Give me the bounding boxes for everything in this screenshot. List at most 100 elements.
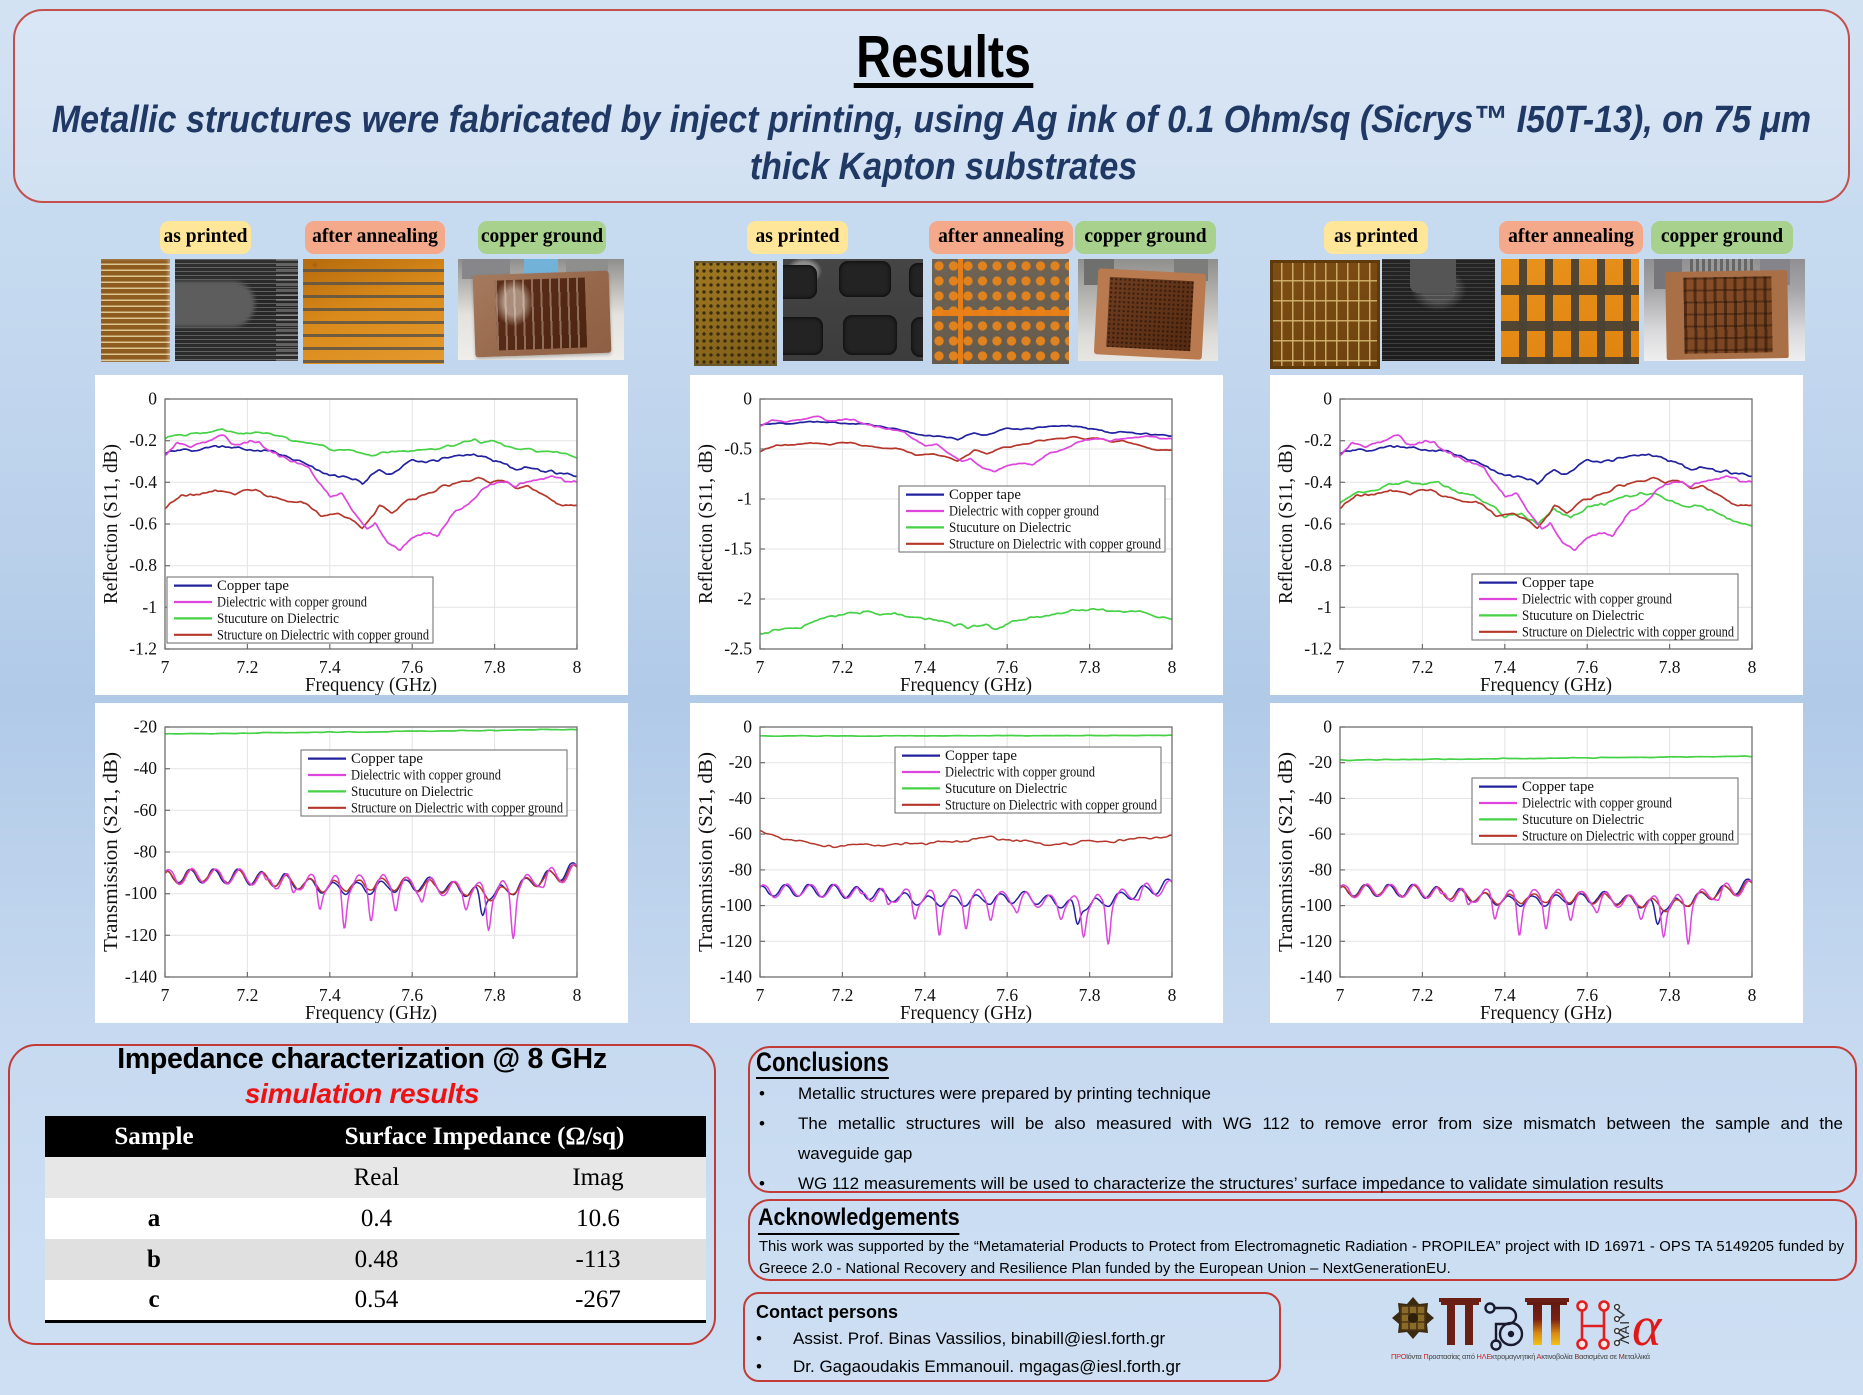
svg-text:-60: -60 xyxy=(1309,824,1333,844)
svg-text:Transmission (S21, dB): Transmission (S21, dB) xyxy=(695,752,717,952)
svg-text:Copper tape: Copper tape xyxy=(351,751,423,767)
svg-text:-120: -120 xyxy=(720,931,752,951)
svg-text:7.8: 7.8 xyxy=(1659,657,1681,677)
svg-text:-80: -80 xyxy=(1309,859,1333,879)
svg-text:7.8: 7.8 xyxy=(1659,985,1681,1005)
svg-text:7.4: 7.4 xyxy=(319,985,341,1005)
svg-text:7: 7 xyxy=(161,985,170,1005)
svg-text:-140: -140 xyxy=(125,967,157,987)
svg-text:Dielectric with copper ground: Dielectric with copper ground xyxy=(1522,796,1673,812)
svg-text:7.2: 7.2 xyxy=(236,985,258,1005)
svg-text:-0.6: -0.6 xyxy=(129,514,157,534)
svg-text:-2: -2 xyxy=(737,589,752,609)
svg-text:Frequency (GHz): Frequency (GHz) xyxy=(305,674,437,695)
svg-text:Dielectric with copper ground: Dielectric with copper ground xyxy=(1522,592,1673,608)
svg-text:-140: -140 xyxy=(1300,967,1332,987)
svg-text:Dielectric with copper ground: Dielectric with copper ground xyxy=(351,768,502,784)
svg-text:7.8: 7.8 xyxy=(484,657,506,677)
svg-text:-1: -1 xyxy=(737,489,752,509)
svg-text:0: 0 xyxy=(148,389,157,409)
svg-text:Copper tape: Copper tape xyxy=(945,748,1017,764)
svg-text:7.4: 7.4 xyxy=(319,657,341,677)
svg-text:7: 7 xyxy=(756,657,765,677)
svg-text:Dielectric with copper ground: Dielectric with copper ground xyxy=(217,595,368,611)
svg-text:Reflection (S11, dB): Reflection (S11, dB) xyxy=(695,444,717,604)
svg-text:-1.5: -1.5 xyxy=(724,539,752,559)
svg-text:Reflection (S11, dB): Reflection (S11, dB) xyxy=(1275,444,1297,604)
svg-text:-1: -1 xyxy=(142,597,157,617)
svg-text:Stucuture on Dielectric: Stucuture on Dielectric xyxy=(1522,812,1644,828)
svg-text:8: 8 xyxy=(1748,985,1757,1005)
svg-text:Dielectric with copper ground: Dielectric with copper ground xyxy=(945,765,1096,781)
svg-text:-0.8: -0.8 xyxy=(129,555,157,575)
svg-text:Stucuture on Dielectric: Stucuture on Dielectric xyxy=(217,611,339,627)
svg-text:Structure on Dielectric with c: Structure on Dielectric with copper grou… xyxy=(945,797,1158,813)
svg-text:-100: -100 xyxy=(125,883,157,903)
svg-text:-0.2: -0.2 xyxy=(1304,430,1332,450)
svg-text:Stucuture on Dielectric: Stucuture on Dielectric xyxy=(1522,608,1644,624)
svg-text:Frequency (GHz): Frequency (GHz) xyxy=(1480,1002,1612,1023)
svg-text:7.8: 7.8 xyxy=(1079,985,1101,1005)
svg-text:7.6: 7.6 xyxy=(996,657,1018,677)
svg-text:-1.2: -1.2 xyxy=(129,639,157,659)
svg-text:-40: -40 xyxy=(1309,788,1333,808)
svg-text:α: α xyxy=(1632,1296,1663,1358)
svg-text:Reflection (S11, dB): Reflection (S11, dB) xyxy=(100,444,122,604)
svg-text:-120: -120 xyxy=(125,925,157,945)
svg-text:-100: -100 xyxy=(1300,895,1332,915)
svg-text:0: 0 xyxy=(743,717,752,737)
svg-text:ΛΑΙ: ΛΑΙ xyxy=(1617,1320,1632,1344)
svg-text:7: 7 xyxy=(1336,985,1345,1005)
svg-text:-0.4: -0.4 xyxy=(1304,472,1332,492)
svg-text:Structure on Dielectric with c: Structure on Dielectric with copper grou… xyxy=(351,800,564,816)
svg-text:Stucuture on Dielectric: Stucuture on Dielectric xyxy=(945,781,1067,797)
svg-text:-40: -40 xyxy=(134,758,158,778)
svg-text:Copper tape: Copper tape xyxy=(949,487,1021,503)
svg-text:Copper tape: Copper tape xyxy=(1522,779,1594,795)
svg-text:-120: -120 xyxy=(1300,931,1332,951)
svg-text:Transmission (S21, dB): Transmission (S21, dB) xyxy=(1275,752,1297,952)
svg-text:Frequency (GHz): Frequency (GHz) xyxy=(900,674,1032,695)
svg-text:-40: -40 xyxy=(729,788,753,808)
svg-text:7.4: 7.4 xyxy=(1494,657,1516,677)
svg-text:Copper tape: Copper tape xyxy=(1522,575,1594,591)
svg-text:8: 8 xyxy=(1168,985,1177,1005)
svg-text:7.6: 7.6 xyxy=(1576,985,1598,1005)
svg-text:Structure on Dielectric with c: Structure on Dielectric with copper grou… xyxy=(1522,624,1735,640)
svg-text:7.6: 7.6 xyxy=(401,657,423,677)
svg-text:Frequency (GHz): Frequency (GHz) xyxy=(900,1002,1032,1023)
svg-text:7.2: 7.2 xyxy=(831,657,853,677)
svg-text:-140: -140 xyxy=(720,967,752,987)
svg-text:7.2: 7.2 xyxy=(236,657,258,677)
svg-text:-0.4: -0.4 xyxy=(129,472,157,492)
svg-text:7.2: 7.2 xyxy=(831,985,853,1005)
svg-text:-100: -100 xyxy=(720,895,752,915)
svg-text:7.2: 7.2 xyxy=(1411,985,1433,1005)
svg-text:7.6: 7.6 xyxy=(401,985,423,1005)
svg-text:Copper tape: Copper tape xyxy=(217,578,289,594)
svg-text:7: 7 xyxy=(1336,657,1345,677)
svg-text:-20: -20 xyxy=(729,752,753,772)
svg-text:7.8: 7.8 xyxy=(484,985,506,1005)
svg-text:8: 8 xyxy=(1168,657,1177,677)
svg-text:Stucuture on Dielectric: Stucuture on Dielectric xyxy=(949,520,1071,536)
svg-text:8: 8 xyxy=(573,657,582,677)
svg-text:0: 0 xyxy=(1323,389,1332,409)
svg-text:-1.2: -1.2 xyxy=(1304,639,1332,659)
svg-text:-80: -80 xyxy=(729,859,753,879)
svg-text:-0.2: -0.2 xyxy=(129,430,157,450)
svg-text:Structure on Dielectric with c: Structure on Dielectric with copper grou… xyxy=(1522,828,1735,844)
svg-text:Structure on Dielectric with c: Structure on Dielectric with copper grou… xyxy=(217,627,430,643)
svg-text:8: 8 xyxy=(573,985,582,1005)
svg-text:7.8: 7.8 xyxy=(1079,657,1101,677)
svg-text:-0.5: -0.5 xyxy=(724,439,752,459)
svg-text:-20: -20 xyxy=(1309,752,1333,772)
svg-text:-2.5: -2.5 xyxy=(724,639,752,659)
svg-text:Frequency (GHz): Frequency (GHz) xyxy=(305,1002,437,1023)
svg-text:7.4: 7.4 xyxy=(1494,985,1516,1005)
svg-text:-60: -60 xyxy=(134,800,158,820)
svg-text:7: 7 xyxy=(161,657,170,677)
svg-text:-20: -20 xyxy=(134,717,158,737)
svg-text:-1: -1 xyxy=(1317,597,1332,617)
svg-text:-0.8: -0.8 xyxy=(1304,555,1332,575)
